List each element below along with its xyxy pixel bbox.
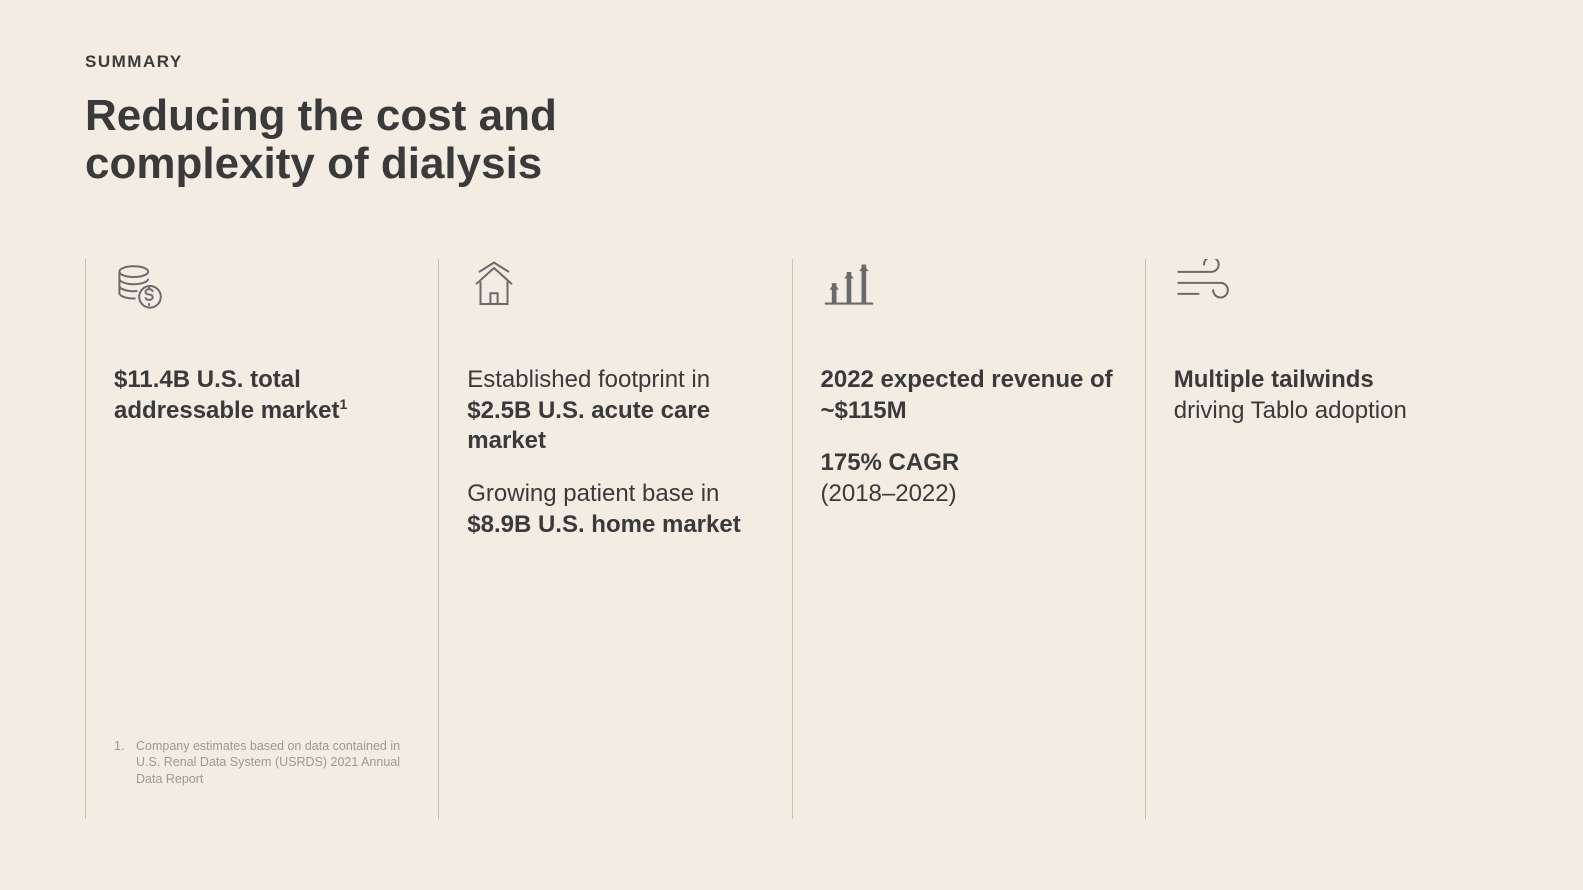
tailwinds-headline: Multiple tailwinds	[1174, 366, 1374, 393]
column-text: $11.4B U.S. total addressable market1	[114, 365, 410, 426]
column-footprint: Established footprint in $2.5B U.S. acut…	[438, 259, 791, 819]
footnote-text: Company estimates based on data containe…	[136, 738, 418, 787]
home-market-figure: $8.9B U.S. home market	[467, 511, 740, 538]
column-text: Growing patient base in $8.9B U.S. home …	[467, 479, 763, 540]
column-text: 2022 expected revenue of ~$115M	[821, 365, 1117, 426]
acute-market-figure: $2.5B U.S. acute care market	[467, 397, 710, 455]
expected-revenue: 2022 expected revenue of ~$115M	[821, 366, 1113, 424]
footnote-number: 1.	[114, 738, 124, 787]
tam-figure: $11.4B U.S. total addressable market	[114, 366, 339, 424]
eyebrow-label: SUMMARY	[85, 52, 1498, 72]
cagr-figure: 175% CAGR	[821, 449, 960, 476]
footnote-ref: 1	[339, 396, 347, 412]
page-title: Reducing the cost and complexity of dial…	[85, 92, 685, 189]
column-text: 175% CAGR (2018–2022)	[821, 448, 1117, 509]
text: Established footprint in	[467, 366, 710, 393]
cagr-period: (2018–2022)	[821, 480, 957, 507]
column-text: Multiple tailwinds driving Tablo adoptio…	[1174, 365, 1470, 426]
column-text: Established footprint in $2.5B U.S. acut…	[467, 365, 763, 457]
bars-up-icon	[821, 259, 1117, 321]
footnote: 1. Company estimates based on data conta…	[114, 738, 438, 787]
column-tailwinds: Multiple tailwinds driving Tablo adoptio…	[1145, 259, 1498, 819]
coins-dollar-icon	[114, 259, 410, 321]
wind-icon	[1174, 259, 1470, 321]
text: Growing patient base in	[467, 480, 719, 507]
column-revenue: 2022 expected revenue of ~$115M 175% CAG…	[792, 259, 1145, 819]
column-row: $11.4B U.S. total addressable market1 1.…	[85, 259, 1498, 819]
house-icon	[467, 259, 763, 321]
tailwinds-sub: driving Tablo adoption	[1174, 397, 1407, 424]
column-market: $11.4B U.S. total addressable market1 1.…	[85, 259, 438, 819]
